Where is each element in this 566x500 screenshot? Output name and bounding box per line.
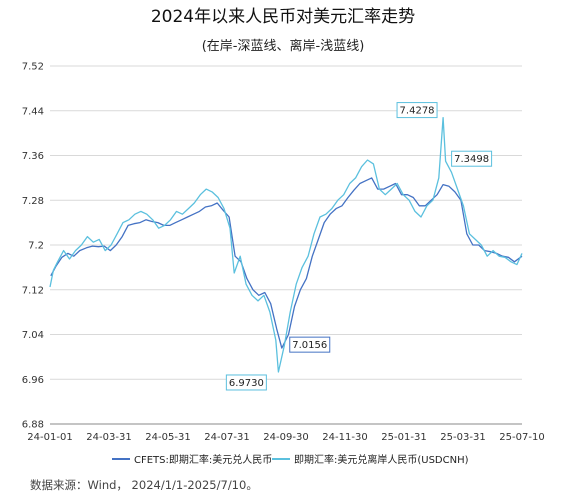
y-tick-label: 7.12 bbox=[22, 285, 44, 296]
y-axis: 7.52 7.44 7.36 7.28 7.2 7.12 7.04 6.96 6.88 bbox=[22, 62, 44, 431]
series-line-onshore bbox=[50, 177, 523, 349]
y-tick-label: 6.96 bbox=[22, 375, 44, 386]
x-tick-label: 24-03-31 bbox=[86, 432, 131, 443]
chart-subtitle: (在岸-深蓝线、离岸-浅蓝线) bbox=[202, 38, 365, 54]
x-tick-label: 24-07-31 bbox=[204, 432, 249, 443]
y-tick-label: 7.28 bbox=[22, 196, 44, 207]
annotation-label: 7.4278 bbox=[400, 106, 435, 117]
annotation-box bbox=[225, 374, 267, 391]
y-tick-label: 7.2 bbox=[28, 241, 44, 252]
x-tick-label: 24-11-30 bbox=[322, 432, 367, 443]
y-tick-label: 7.52 bbox=[22, 62, 44, 73]
chart-title: 2024年以来人民币对美元汇率走势 bbox=[151, 7, 415, 27]
y-tick-label: 7.44 bbox=[22, 106, 44, 117]
annotations: 7.4278 7.3498 7.0156 6.9730 bbox=[225, 102, 493, 391]
series-line-offshore bbox=[49, 116, 523, 373]
gridlines bbox=[50, 65, 522, 425]
x-tick-label: 24-01-01 bbox=[27, 432, 72, 443]
source-note: 数据来源：Wind， 2024/1/1-2025/7/10。 bbox=[30, 478, 258, 492]
x-tick-label: 25-03-31 bbox=[440, 432, 485, 443]
legend-label-offshore: 即期汇率:美元兑离岸人民币(USDCNH) bbox=[294, 453, 469, 466]
legend-label-onshore: CFETS:即期汇率:美元兑人民币 bbox=[134, 453, 272, 466]
annotation-box bbox=[289, 336, 331, 353]
x-tick-label: 24-05-31 bbox=[145, 432, 190, 443]
annotation-label: 6.9730 bbox=[229, 378, 264, 389]
x-tick-label: 25-01-31 bbox=[381, 432, 426, 443]
x-tick-label: 24-09-30 bbox=[263, 432, 308, 443]
y-tick-label: 6.88 bbox=[22, 420, 44, 431]
legend: CFETS:即期汇率:美元兑人民币 即期汇率:美元兑离岸人民币(USDCNH) bbox=[112, 453, 469, 466]
y-tick-label: 7.04 bbox=[22, 330, 44, 341]
annotation-box bbox=[451, 150, 493, 167]
annotation-label: 7.0156 bbox=[292, 340, 327, 351]
y-tick-label: 7.36 bbox=[22, 151, 44, 162]
series-lines bbox=[49, 116, 523, 373]
annotation-box bbox=[396, 102, 438, 119]
annotation-label: 7.3498 bbox=[454, 154, 489, 165]
x-tick-label: 25-07-10 bbox=[499, 432, 544, 443]
x-axis: 24-01-01 24-03-31 24-05-31 24-07-31 24-09-30… bbox=[27, 423, 545, 443]
